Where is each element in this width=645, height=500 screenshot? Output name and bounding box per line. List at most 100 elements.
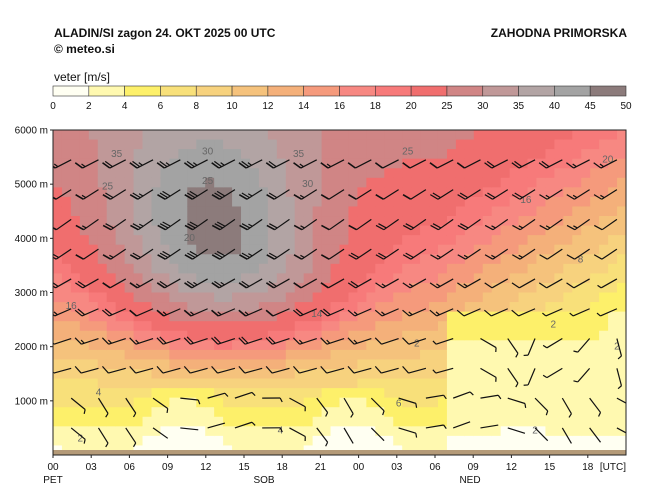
speed-cell xyxy=(446,130,457,141)
speed-cell xyxy=(384,292,394,303)
speed-cell xyxy=(608,216,618,227)
speed-cell xyxy=(258,254,269,265)
speed-cell xyxy=(267,149,278,160)
speed-cell xyxy=(509,416,520,427)
speed-cell xyxy=(420,177,430,188)
speed-cell xyxy=(285,368,296,380)
speed-cell xyxy=(482,244,493,255)
speed-cell xyxy=(339,416,350,427)
speed-cell xyxy=(88,359,99,370)
speed-cell xyxy=(151,196,162,208)
y-tick-label: 4000 m xyxy=(15,234,48,245)
speed-cell xyxy=(187,139,197,150)
wind-barb xyxy=(262,427,283,433)
speed-cell xyxy=(473,130,484,141)
speed-cell xyxy=(223,139,233,150)
speed-cell xyxy=(115,435,126,447)
speed-cell xyxy=(563,435,573,447)
speed-cell xyxy=(169,225,179,236)
speed-cell xyxy=(205,139,215,150)
speed-cell xyxy=(590,292,600,303)
speed-cell xyxy=(312,196,323,208)
contour-label: 20 xyxy=(184,233,196,244)
wind-barb xyxy=(375,218,399,231)
speed-cell xyxy=(115,244,126,255)
wind-barb xyxy=(374,337,399,345)
speed-cell xyxy=(455,426,466,437)
speed-cell xyxy=(70,196,81,208)
speed-cell xyxy=(70,321,81,332)
speed-cell xyxy=(232,139,242,150)
speed-cell xyxy=(294,321,305,332)
wind-barb xyxy=(289,427,306,442)
speed-cell xyxy=(375,359,385,370)
speed-cell xyxy=(124,321,135,332)
wind-barb xyxy=(75,189,99,200)
speed-cell xyxy=(276,330,287,341)
speed-cell xyxy=(366,340,376,351)
speed-cell xyxy=(536,302,547,313)
speed-cell xyxy=(276,321,287,332)
speed-cell xyxy=(53,426,63,437)
speed-cell xyxy=(500,263,511,274)
speed-cell xyxy=(608,397,618,408)
wind-barb xyxy=(507,427,526,434)
wind-barb xyxy=(566,159,590,169)
speed-cell xyxy=(196,292,206,303)
wind-barb xyxy=(425,394,447,400)
speed-cell xyxy=(53,435,63,447)
speed-cell xyxy=(402,311,412,322)
speed-cell xyxy=(384,139,394,150)
speed-cell xyxy=(527,378,538,389)
speed-cell xyxy=(509,139,520,150)
speed-cell xyxy=(53,330,63,341)
speed-cell xyxy=(527,158,538,169)
speed-cell xyxy=(61,225,72,236)
wind-barb xyxy=(125,427,137,448)
speed-cell xyxy=(79,273,90,284)
speed-cell xyxy=(348,149,359,160)
speed-cell xyxy=(223,416,233,427)
speed-cell xyxy=(196,321,206,332)
wind-barb xyxy=(129,189,154,200)
speed-cell xyxy=(124,292,135,303)
speed-cell xyxy=(169,435,179,447)
speed-cell xyxy=(437,130,448,141)
speed-cell xyxy=(536,378,547,389)
speed-cell xyxy=(437,282,448,294)
speed-cell xyxy=(464,158,475,169)
speed-cell xyxy=(572,158,582,169)
speed-cell xyxy=(223,149,233,160)
speed-cell xyxy=(151,321,162,332)
speed-cell xyxy=(572,321,582,332)
wind-barb xyxy=(566,189,590,200)
speed-cell xyxy=(70,311,81,322)
speed-cell xyxy=(455,282,466,294)
wind-barb xyxy=(561,397,572,418)
speed-cell xyxy=(599,388,609,399)
colorbar-segment xyxy=(231,85,269,97)
speed-cell xyxy=(133,149,144,160)
speed-cell xyxy=(509,235,520,246)
speed-cell xyxy=(79,311,90,322)
wind-barb xyxy=(53,308,72,317)
speed-cell xyxy=(303,340,314,351)
speed-cell xyxy=(608,368,618,380)
speed-cell xyxy=(303,206,314,217)
speed-cell xyxy=(106,216,117,227)
wind-barb xyxy=(566,278,590,289)
speed-cell xyxy=(545,416,555,427)
speed-cell xyxy=(79,158,90,169)
speed-cell xyxy=(509,349,520,361)
speed-cell xyxy=(124,435,135,447)
speed-cell xyxy=(509,130,520,141)
speed-cell xyxy=(393,158,403,169)
speed-cell xyxy=(53,206,63,217)
speed-cell xyxy=(527,254,538,265)
speed-cell xyxy=(554,235,564,246)
speed-cell xyxy=(411,388,421,399)
speed-cell xyxy=(411,397,421,408)
speed-cell xyxy=(357,254,367,265)
wind-barb xyxy=(70,397,86,414)
speed-cell xyxy=(455,407,466,418)
